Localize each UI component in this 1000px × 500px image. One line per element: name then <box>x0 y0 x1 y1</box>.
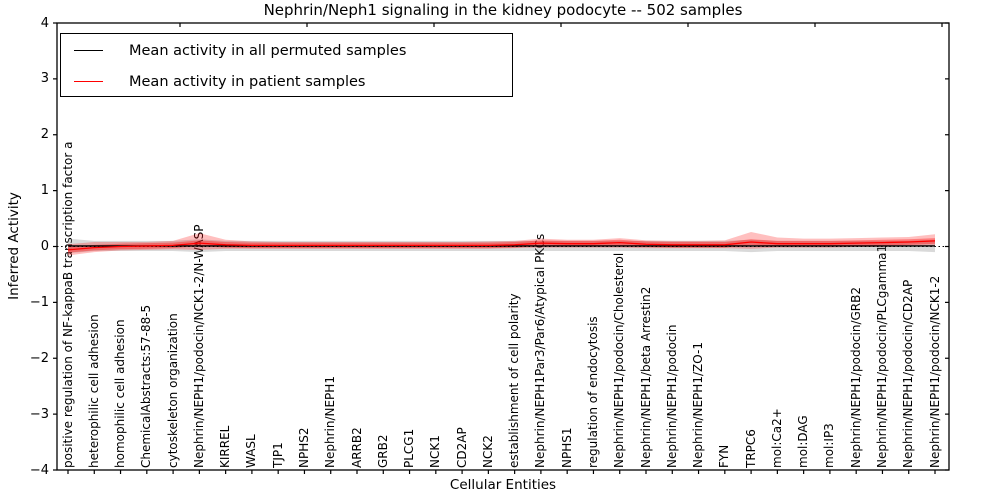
y-tick-label: 4 <box>40 15 49 31</box>
y-tick-label: 0 <box>40 239 49 254</box>
y-tick-label: −3 <box>29 406 49 422</box>
patient-line-swatch <box>74 81 103 82</box>
y-tick-label: 3 <box>40 71 49 87</box>
legend-label-patient: Mean activity in patient samples <box>129 73 366 90</box>
y-tick-label: −4 <box>29 462 49 478</box>
chart-title: Nephrin/Neph1 signaling in the kidney po… <box>263 1 743 19</box>
y-tick-label: 1 <box>40 183 49 199</box>
x-axis-label: Cellular Entities <box>449 477 557 493</box>
legend-box: Mean activity in all permuted samples Me… <box>60 33 513 97</box>
y-tick-label: 2 <box>40 127 49 143</box>
y-tick-label: −1 <box>29 294 49 310</box>
legend-label-permuted: Mean activity in all permuted samples <box>129 42 407 59</box>
patient-outer-band <box>68 231 935 256</box>
legend-row-patient: Mean activity in patient samples <box>61 67 512 96</box>
legend-row-permuted: Mean activity in all permuted samples <box>61 36 512 65</box>
y-tick-label: −2 <box>29 350 49 366</box>
patient-mean-line <box>67 240 936 251</box>
permuted-line-swatch <box>74 50 103 51</box>
